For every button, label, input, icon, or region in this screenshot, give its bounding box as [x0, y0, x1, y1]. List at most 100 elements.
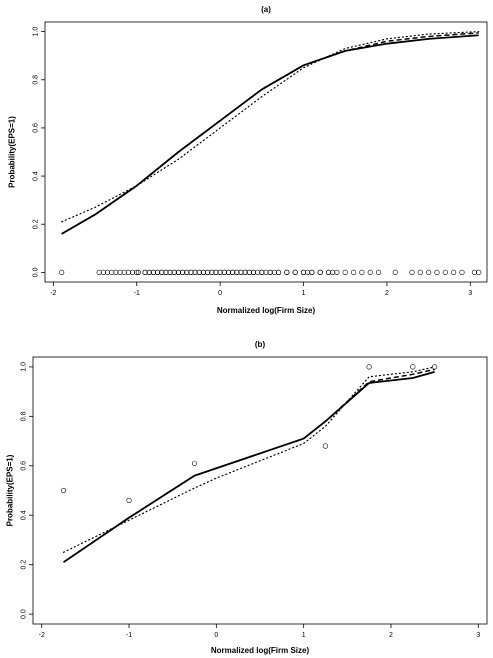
data-point — [434, 269, 440, 275]
data-point — [359, 269, 365, 275]
x-tick-label: 0 — [214, 632, 218, 639]
data-point — [188, 269, 194, 275]
x-tick-label: 2 — [385, 290, 389, 297]
data-point — [366, 364, 372, 370]
x-tick-label: 1 — [302, 632, 306, 639]
y-axis-title: Probability(EPS=1) — [6, 454, 15, 526]
data-point — [167, 269, 173, 275]
data-point — [459, 269, 465, 275]
solid-series-line — [63, 370, 435, 563]
y-tick-label: 0.0 — [21, 609, 28, 619]
data-point — [184, 269, 190, 275]
y-tick-label: 1.0 — [33, 27, 40, 37]
data-point — [96, 269, 102, 275]
data-point — [126, 497, 132, 503]
y-tick-label: 0.0 — [33, 267, 40, 277]
dotted-series-line — [62, 366, 436, 553]
data-point — [125, 269, 131, 275]
data-point — [109, 269, 115, 275]
x-tick-label: 2 — [389, 632, 393, 639]
data-point — [305, 269, 311, 275]
y-tick-label: 0.4 — [21, 510, 28, 520]
chart-title: (a) — [261, 5, 271, 14]
data-point — [426, 269, 432, 275]
data-point — [171, 269, 177, 275]
data-point — [221, 269, 227, 275]
y-tick-label: 1.0 — [21, 362, 28, 372]
data-point — [175, 269, 182, 275]
data-point — [267, 269, 273, 275]
panel-b: (b) -2 -1 0 1 2 3 0.0 0.2 0.4 0.6 0.8 1.0 Normalized … — [6, 340, 488, 655]
data-point — [292, 269, 298, 275]
data-point — [104, 269, 111, 275]
data-point — [350, 269, 357, 275]
data-point — [471, 269, 478, 275]
data-point — [121, 269, 127, 275]
y-axis-title: Probability(EPS=1) — [8, 116, 17, 188]
x-axis-title: Normalized log(Firm Size) — [217, 306, 316, 315]
data-point — [432, 364, 438, 370]
data-point — [191, 460, 198, 466]
data-point — [113, 269, 119, 275]
y-tick-label: 0.6 — [33, 123, 40, 133]
data-point — [442, 269, 448, 275]
data-point — [209, 269, 215, 275]
x-tick-label: -2 — [39, 632, 45, 639]
data-point — [263, 269, 269, 275]
y-tick-label: 0.2 — [33, 219, 40, 229]
panel-a: (a) -2 -1 0 1 2 3 0.0 0.2 0.4 0.6 0.8 1.0 Normalized … — [8, 5, 488, 315]
data-point — [242, 269, 248, 275]
data-point — [100, 269, 106, 275]
data-point — [259, 269, 265, 275]
data-point — [451, 269, 457, 275]
data-point — [205, 269, 211, 275]
data-point — [271, 269, 277, 275]
x-tick-label: 3 — [468, 290, 472, 297]
y-tick-label: 0.6 — [21, 461, 28, 471]
data-point — [250, 269, 257, 275]
data-point — [135, 269, 142, 275]
data-point — [322, 443, 329, 449]
data-point — [284, 269, 290, 275]
data-point — [325, 269, 332, 275]
chart-title: (b) — [255, 340, 266, 349]
data-point — [163, 269, 169, 275]
data-point — [180, 269, 186, 275]
data-point — [217, 269, 223, 275]
x-tick-label: 3 — [476, 632, 480, 639]
data-point — [330, 269, 336, 275]
data-point — [300, 269, 307, 275]
data-point — [392, 269, 398, 275]
data-point — [230, 269, 236, 275]
data-point — [275, 269, 282, 275]
data-point — [309, 269, 315, 275]
solid-series-line — [61, 34, 479, 235]
dashed-series-line — [61, 32, 479, 235]
data-point — [192, 269, 198, 275]
data-point — [246, 269, 252, 275]
dashed-series-line — [63, 368, 435, 563]
data-point — [317, 269, 323, 275]
data-point — [410, 364, 416, 370]
y-tick-label: 0.4 — [33, 171, 40, 181]
data-point — [234, 269, 240, 275]
data-point — [417, 269, 423, 275]
x-tick-label: -1 — [126, 632, 132, 639]
data-point — [476, 269, 482, 275]
data-point — [129, 269, 136, 275]
data-point — [225, 269, 232, 275]
data-point — [255, 269, 261, 275]
y-tick-label: 0.8 — [21, 411, 28, 421]
data-point — [146, 269, 152, 275]
data-point — [367, 269, 373, 275]
plot-frame — [32, 356, 488, 625]
data-point — [154, 269, 161, 275]
data-point — [150, 269, 157, 275]
y-tick-label: 0.8 — [33, 75, 40, 85]
data-point — [213, 269, 219, 275]
data-point — [238, 269, 244, 275]
x-tick-label: 1 — [302, 290, 306, 297]
dotted-series-line — [61, 31, 480, 223]
data-point — [334, 269, 340, 275]
